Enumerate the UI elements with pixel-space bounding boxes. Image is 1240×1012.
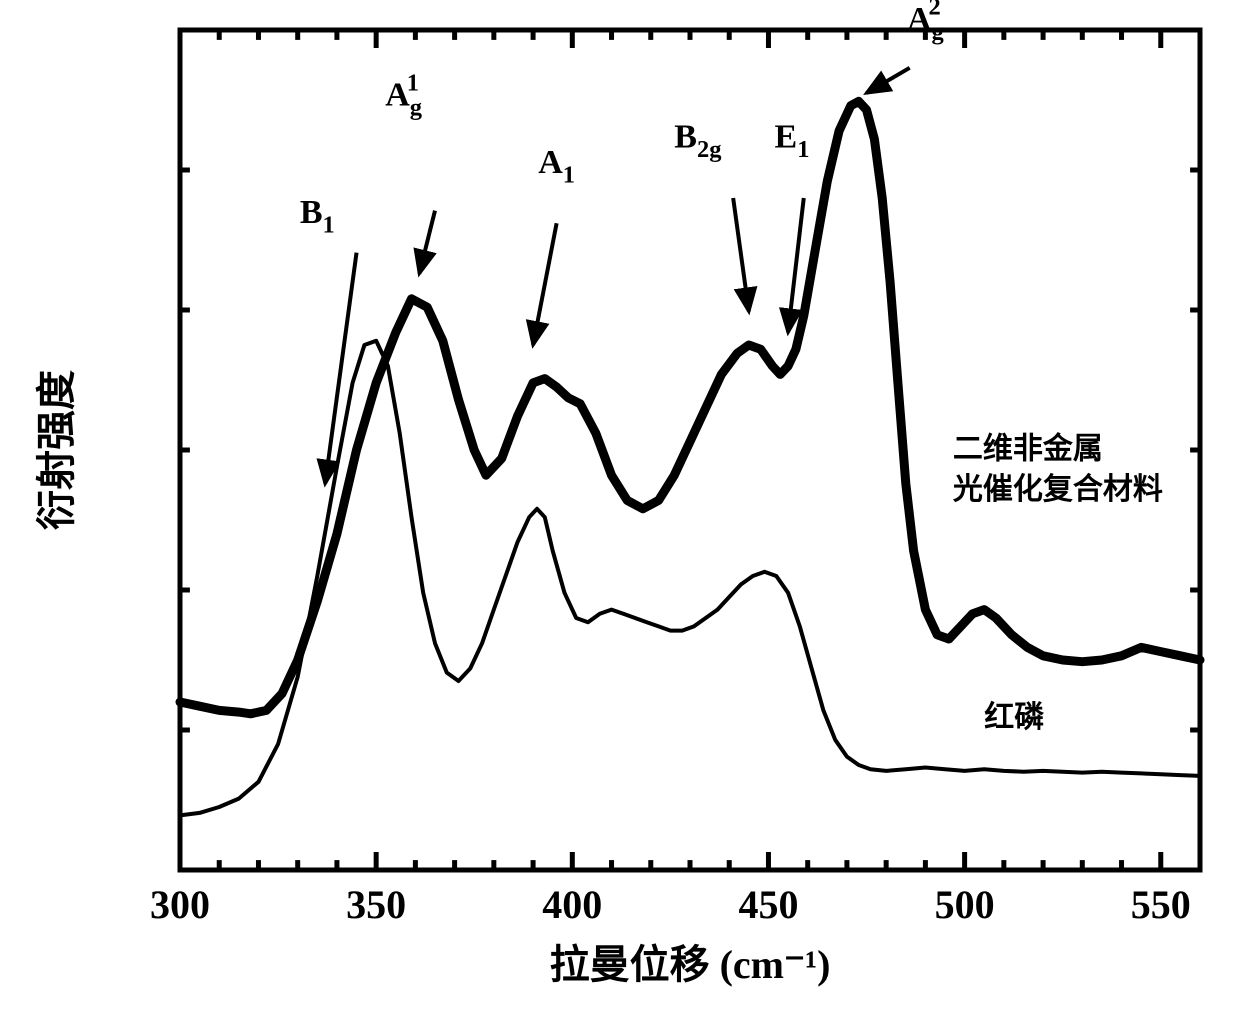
x-tick-label: 300 bbox=[150, 882, 210, 927]
y-axis-label: 衍射强度 bbox=[34, 370, 79, 530]
x-tick-label: 400 bbox=[542, 882, 602, 927]
series-label-composite: 二维非金属 bbox=[953, 431, 1103, 465]
x-axis-label: 拉曼位移 (cm⁻¹) bbox=[550, 942, 831, 987]
series-label-composite: 光催化复合材料 bbox=[953, 472, 1163, 506]
x-tick-label: 450 bbox=[738, 882, 798, 927]
x-tick-label: 500 bbox=[935, 882, 995, 927]
series-label-red_p: 红磷 bbox=[984, 701, 1044, 734]
peak-label-A1g: Ag1 bbox=[385, 69, 422, 121]
chart-svg: 300350400450500550拉曼位移 (cm⁻¹)衍射强度B1Ag1A1… bbox=[0, 0, 1240, 1012]
raman-chart: 300350400450500550拉曼位移 (cm⁻¹)衍射强度B1Ag1A1… bbox=[0, 0, 1240, 1012]
x-tick-label: 550 bbox=[1131, 882, 1191, 927]
x-tick-label: 350 bbox=[346, 882, 406, 927]
